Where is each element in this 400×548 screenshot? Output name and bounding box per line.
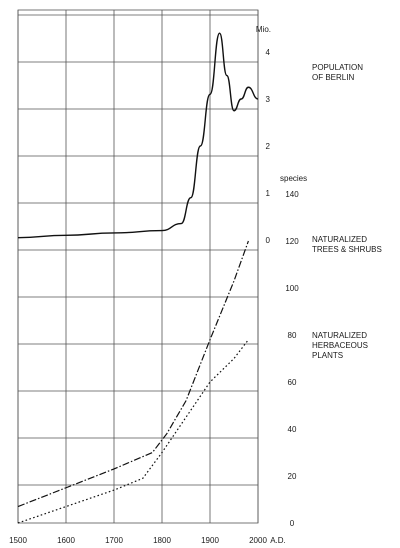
species-tick-label: 80 <box>288 331 297 340</box>
series-lines <box>17 32 259 524</box>
species-tick-label: 0 <box>290 519 295 528</box>
series-label-line: NATURALIZED <box>312 235 367 244</box>
series-line-1 <box>17 32 259 239</box>
population-tick-label: 0 <box>266 236 271 245</box>
chart-grid <box>17 9 259 524</box>
series-line-2 <box>17 240 249 508</box>
x-tick-label: 1500 <box>9 536 27 545</box>
series-label-1: POPULATION OF BERLIN <box>312 63 363 82</box>
population-tick-label: 2 <box>266 142 271 151</box>
x-tick-label: 1700 <box>105 536 123 545</box>
plot-frame <box>17 9 259 524</box>
x-tick-label: 2000 <box>249 536 267 545</box>
species-tick-label: 100 <box>285 284 299 293</box>
population-tick-label: 1 <box>266 189 271 198</box>
x-tick-label: 1800 <box>153 536 171 545</box>
series-label-line: PLANTS <box>312 351 343 360</box>
species-tick-label: 20 <box>288 472 297 481</box>
series-label-line: OF BERLIN <box>312 73 354 82</box>
species-tick-label: 60 <box>288 378 297 387</box>
series-label-line: HERBACEOUS <box>312 341 368 350</box>
species-axis-ticks: 0 20 40 60 80 100 120 140 <box>285 190 299 528</box>
species-tick-label: 120 <box>285 237 299 246</box>
species-tick-label: 40 <box>288 425 297 434</box>
x-tick-label: 1600 <box>57 536 75 545</box>
species-axis-unit: species <box>280 174 307 183</box>
series-label-line: NATURALIZED <box>312 331 367 340</box>
series-line-3 <box>17 339 249 524</box>
x-tick-labels: 1500 1600 1700 1800 1900 2000 <box>9 536 267 545</box>
series-label-line: POPULATION <box>312 63 363 72</box>
population-axis-ticks: 0 1 2 3 4 <box>266 48 271 245</box>
x-axis-unit: A.D. <box>270 536 286 545</box>
population-axis-unit: Mio. <box>256 25 271 34</box>
x-tick-label: 1900 <box>201 536 219 545</box>
species-tick-label: 140 <box>285 190 299 199</box>
population-tick-label: 3 <box>266 95 271 104</box>
series-label-line: TREES & SHRUBS <box>312 245 382 254</box>
population-tick-label: 4 <box>266 48 271 57</box>
series-label-2: NATURALIZED TREES & SHRUBS <box>312 235 382 254</box>
series-label-3: NATURALIZED HERBACEOUS PLANTS <box>312 331 368 360</box>
